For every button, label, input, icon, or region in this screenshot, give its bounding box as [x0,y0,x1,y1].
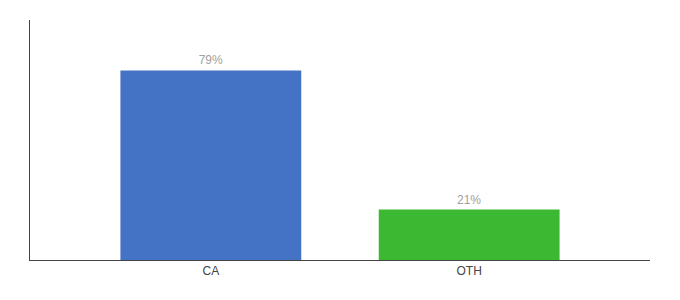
svg-text:79%: 79% [199,53,223,67]
svg-text:21%: 21% [457,193,481,207]
svg-text:CA: CA [202,264,219,278]
svg-text:OTH: OTH [456,264,481,278]
